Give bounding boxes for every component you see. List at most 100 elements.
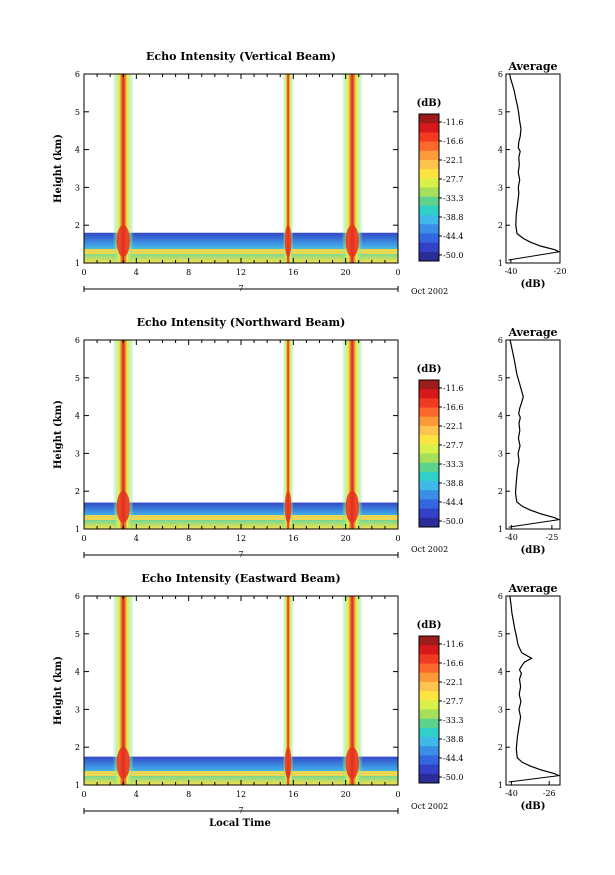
date-label: Oct 2002 [411,287,448,296]
colorbar-swatch [419,737,439,747]
colorbar-frame [418,379,440,528]
colorbar-swatch [419,517,439,528]
y-tick-label: 6 [75,592,80,601]
colorbar-swatch [419,407,439,418]
average-profile-line [509,339,559,521]
echo-column [342,74,363,263]
colorbar-swatch [419,398,439,409]
echo-column [113,74,134,263]
colorbar-tick-label: -22.1 [443,156,464,165]
colorbar-tick-label: -22.1 [443,422,464,431]
colorbar-swatch [419,205,439,216]
colorbar-tick-label: -27.7 [443,175,464,184]
avg-y-tick-label: 1 [498,781,503,790]
avg-y-tick-label: 4 [498,412,503,421]
colorbar-unit: (dB) [417,98,442,109]
y-tick-label: 2 [75,487,80,496]
echo-column-core [116,491,130,523]
avg-y-tick-label: 5 [498,108,503,117]
colorbar-swatch [419,672,439,683]
x-tick-label: 4 [134,268,139,277]
average-frame [505,73,561,264]
colorbar-tick-label: -11.6 [443,640,464,649]
colorbar-swatch [419,114,439,124]
echo-column-core [284,491,292,523]
surface-echo-band [84,249,398,254]
y-axis-label: Height (km) [53,400,64,469]
y-tick-label: 3 [75,183,80,192]
colorbar-swatch [419,224,439,234]
colorbar-swatch [419,691,439,701]
x-tick-label: 16 [288,534,298,543]
colorbar-tick-label: -22.1 [443,678,464,687]
colorbar-swatch [419,663,439,674]
average-title: Average [507,582,557,595]
y-axis-label: Height (km) [53,134,64,203]
x-tick-label: 8 [186,268,191,277]
colorbar-swatch [419,700,439,710]
echo-column [283,74,294,263]
colorbar-swatch [419,215,439,225]
colorbar-tick-label: -11.6 [443,384,464,393]
date-label: Oct 2002 [411,802,448,811]
x-tick-label: 4 [134,790,139,799]
day-label: 7 [238,284,243,293]
x-tick-label: 16 [288,268,298,277]
x-tick-label: 12 [236,268,246,277]
colorbar-unit: (dB) [417,620,442,631]
avg-x-label: (dB) [521,801,546,812]
echo-column-core [284,225,292,257]
x-tick-label: 4 [134,534,139,543]
colorbar-swatch [419,132,439,143]
x-tick-label: 0 [395,534,400,543]
y-tick-label: 5 [75,108,80,117]
colorbar-swatch [419,233,439,244]
y-tick-label: 6 [75,336,80,345]
average-profile-line [509,595,559,777]
echo-column [342,596,363,785]
colorbar-swatch [419,435,439,445]
avg-x-label: (dB) [521,545,546,556]
colorbar-swatch [419,242,439,253]
y-tick-label: 2 [75,743,80,752]
echo-column-core [116,225,130,257]
y-tick-label: 1 [75,259,80,268]
y-tick-label: 1 [75,781,80,790]
echo-column-core [284,747,292,779]
colorbar-swatch [419,764,439,775]
echo-column-core [116,747,130,779]
colorbar-swatch [419,490,439,500]
avg-y-tick-label: 2 [498,743,503,752]
colorbar-tick-label: -33.3 [443,460,464,469]
colorbar-swatch [419,481,439,491]
colorbar-swatch [419,773,439,784]
avg-y-tick-label: 5 [498,630,503,639]
colorbar-tick-label: -16.6 [443,659,464,668]
y-tick-label: 3 [75,705,80,714]
colorbar-swatch [419,380,439,390]
avg-y-tick-label: 6 [498,70,503,79]
average-title: Average [507,326,557,339]
surface-echo-band [84,515,398,520]
y-tick-label: 2 [75,221,80,230]
colorbar-swatch [419,444,439,454]
heatmap-title: Echo Intensity (Northward Beam) [137,316,346,329]
avg-y-tick-label: 4 [498,146,503,155]
avg-y-tick-label: 1 [498,259,503,268]
y-tick-label: 4 [75,412,80,421]
x-tick-label: 0 [395,268,400,277]
avg-x-tick-label: -40 [505,789,518,798]
colorbar-tick-label: -27.7 [443,441,464,450]
colorbar-tick-label: -16.6 [443,403,464,412]
avg-x-tick-label: -40 [504,267,517,276]
colorbar-swatch [419,425,439,436]
colorbar-tick-label: -50.0 [443,517,464,526]
colorbar-swatch [419,499,439,510]
avg-y-tick-label: 3 [498,183,503,192]
colorbar-swatch [419,471,439,482]
echo-column-core [345,747,359,779]
average-baseline-line [508,251,561,261]
echo-column [113,340,134,529]
colorbar-swatch [419,453,439,464]
y-tick-label: 4 [75,668,80,677]
